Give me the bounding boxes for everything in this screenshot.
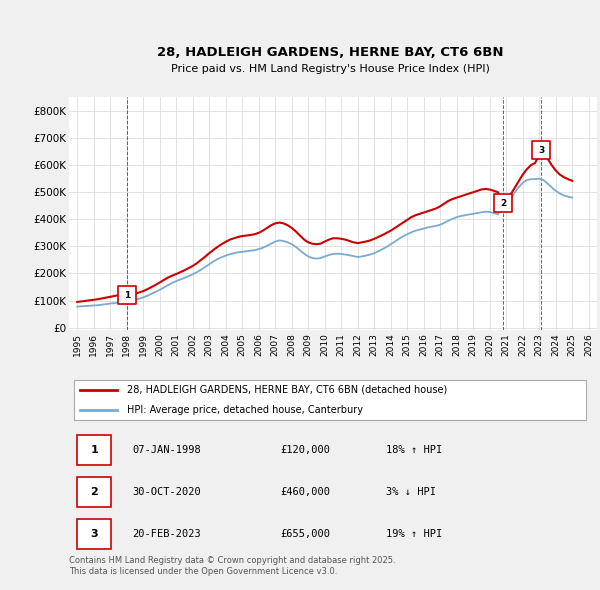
Text: 2: 2: [500, 199, 506, 208]
Text: 28, HADLEIGH GARDENS, HERNE BAY, CT6 6BN: 28, HADLEIGH GARDENS, HERNE BAY, CT6 6BN: [157, 46, 503, 59]
Text: £120,000: £120,000: [280, 445, 330, 455]
FancyBboxPatch shape: [74, 380, 586, 419]
Text: 20-FEB-2023: 20-FEB-2023: [133, 529, 201, 539]
Text: £655,000: £655,000: [280, 529, 330, 539]
Text: 18% ↑ HPI: 18% ↑ HPI: [386, 445, 442, 455]
Point: [536, 146, 546, 155]
Text: 30-OCT-2020: 30-OCT-2020: [133, 487, 201, 497]
FancyBboxPatch shape: [77, 477, 111, 507]
Text: 3% ↓ HPI: 3% ↓ HPI: [386, 487, 436, 497]
FancyBboxPatch shape: [77, 435, 111, 466]
Text: £460,000: £460,000: [280, 487, 330, 497]
Text: 3: 3: [538, 146, 545, 155]
Text: Contains HM Land Registry data © Crown copyright and database right 2025.
This d: Contains HM Land Registry data © Crown c…: [69, 556, 395, 576]
Text: 07-JAN-1998: 07-JAN-1998: [133, 445, 201, 455]
Text: 1: 1: [124, 291, 130, 300]
Text: 19% ↑ HPI: 19% ↑ HPI: [386, 529, 442, 539]
Text: 2: 2: [90, 487, 98, 497]
FancyBboxPatch shape: [77, 519, 111, 549]
Point: [499, 198, 508, 208]
Text: 3: 3: [90, 529, 98, 539]
Text: Price paid vs. HM Land Registry's House Price Index (HPI): Price paid vs. HM Land Registry's House …: [170, 64, 490, 74]
Point: [122, 290, 132, 300]
Text: 1: 1: [90, 445, 98, 455]
Text: HPI: Average price, detached house, Canterbury: HPI: Average price, detached house, Cant…: [127, 405, 363, 415]
Text: 28, HADLEIGH GARDENS, HERNE BAY, CT6 6BN (detached house): 28, HADLEIGH GARDENS, HERNE BAY, CT6 6BN…: [127, 385, 448, 395]
